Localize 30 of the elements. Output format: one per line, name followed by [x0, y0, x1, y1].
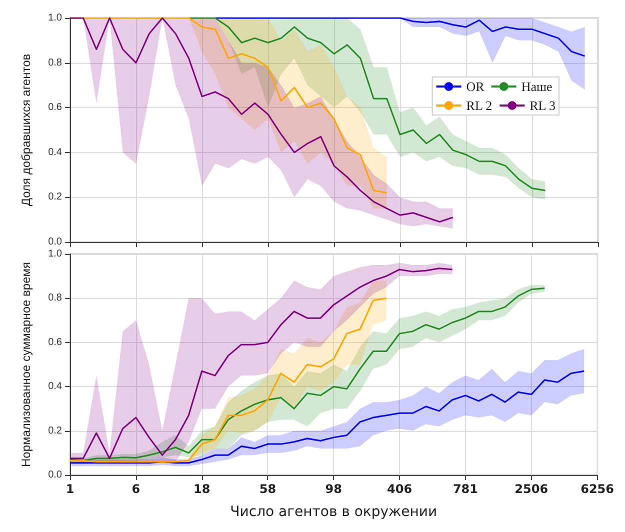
legend-label: RL 3 — [530, 98, 556, 113]
x-tick-label: 1 — [66, 482, 74, 496]
y-tick-label: 0.2 — [48, 192, 62, 203]
line-series — [69, 370, 585, 464]
y-tick-label: 0.8 — [48, 292, 62, 304]
y-tick-label: 0.2 — [48, 425, 62, 436]
y-tick-label: 0.8 — [48, 57, 62, 68]
y-tick-label: 0.4 — [48, 381, 62, 392]
x-tick-label: 781 — [452, 482, 478, 496]
legend-label: RL 2 — [466, 98, 492, 113]
y-tick-label: 0.4 — [48, 146, 62, 158]
x-tick-label: 2506 — [514, 482, 548, 496]
y-tick-label: 1.0 — [48, 12, 62, 24]
y-tick-label: 0.6 — [48, 336, 62, 348]
y-tick-label: 0.0 — [48, 470, 62, 480]
y-tick-label: 0.0 — [48, 236, 62, 248]
line-series — [214, 17, 586, 57]
legend-label: OR — [466, 79, 485, 94]
x-tick-label: 58 — [259, 482, 276, 496]
x-tick-label: 98 — [325, 482, 342, 496]
x-axis-title: Число агентов в окружении — [230, 504, 438, 520]
y-axis-title: Доля добравшихся агентов — [19, 54, 33, 206]
x-tick-label: 6 — [132, 482, 140, 496]
y-tick-label: 1.0 — [48, 248, 62, 260]
x-tick-label: 6256 — [580, 482, 614, 496]
x-tick-label: 18 — [193, 482, 210, 496]
legend-label: Наше — [521, 79, 553, 94]
y-tick-label: 0.6 — [48, 102, 62, 114]
x-tick-label: 406 — [387, 482, 412, 496]
y-axis-title: Нормализованное суммарное время — [19, 262, 33, 468]
